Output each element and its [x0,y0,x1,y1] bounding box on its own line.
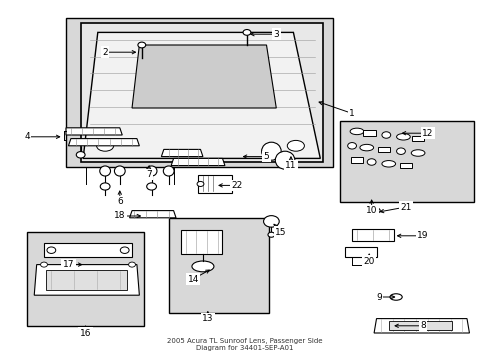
Polygon shape [34,265,139,295]
Ellipse shape [349,128,363,135]
Circle shape [120,247,129,253]
Circle shape [146,183,156,190]
Polygon shape [83,32,320,158]
Bar [46,270,127,290]
Ellipse shape [286,140,304,151]
Circle shape [267,232,274,237]
Text: 10: 10 [365,206,377,215]
Polygon shape [161,149,203,157]
Text: 13: 13 [202,314,213,323]
Ellipse shape [410,150,424,156]
Bar [198,175,232,193]
Polygon shape [171,158,224,166]
Ellipse shape [100,166,110,176]
Text: 9: 9 [375,292,381,302]
Text: 6: 6 [117,197,122,206]
Bar [350,157,363,163]
Ellipse shape [359,144,373,151]
Bar [339,121,473,202]
Bar [399,163,411,168]
Text: 16: 16 [80,328,91,338]
Circle shape [396,148,405,154]
Circle shape [263,216,279,227]
Polygon shape [68,139,139,146]
Bar [411,136,424,141]
Bar [351,229,393,241]
Circle shape [197,181,203,186]
Text: 20: 20 [363,256,374,265]
Text: 17: 17 [62,260,74,269]
Circle shape [41,262,47,267]
Text: 18: 18 [114,211,125,220]
Bar [44,243,132,257]
Polygon shape [132,45,276,108]
Ellipse shape [367,207,380,214]
Bar [168,218,268,313]
Polygon shape [66,128,122,135]
Circle shape [100,183,110,190]
Text: 7: 7 [146,170,152,179]
Ellipse shape [114,166,125,176]
Bar [388,321,451,330]
Text: 12: 12 [421,129,433,138]
Polygon shape [373,319,468,333]
Bar [66,18,332,167]
Text: 19: 19 [416,231,428,240]
Ellipse shape [163,166,174,176]
Text: 22: 22 [231,181,243,190]
Circle shape [76,152,85,158]
Text: 2: 2 [102,48,108,57]
Text: 8: 8 [419,321,425,330]
Ellipse shape [396,134,409,140]
Ellipse shape [191,261,214,272]
Bar [363,130,375,136]
Bar [377,147,389,152]
Circle shape [47,247,56,253]
Bar [27,232,144,326]
Text: 3: 3 [273,30,279,39]
Ellipse shape [275,151,294,169]
Text: 2005 Acura TL Sunroof Lens, Passenger Side
Diagram for 34401-SEP-A01: 2005 Acura TL Sunroof Lens, Passenger Si… [166,338,322,351]
Ellipse shape [146,166,157,176]
Text: 21: 21 [399,202,411,211]
Ellipse shape [389,294,401,300]
Polygon shape [81,23,322,162]
Text: 15: 15 [275,228,286,237]
Bar [181,230,222,254]
Circle shape [381,132,390,138]
Circle shape [366,159,375,165]
Text: 11: 11 [285,161,296,170]
Circle shape [347,143,356,149]
Text: 4: 4 [24,132,30,141]
Text: 5: 5 [263,152,269,161]
Ellipse shape [96,140,113,151]
Circle shape [128,262,135,267]
Circle shape [243,30,250,35]
Ellipse shape [381,161,395,167]
Ellipse shape [261,142,281,160]
Text: 1: 1 [348,109,354,118]
Text: 14: 14 [187,274,199,284]
Polygon shape [129,211,176,218]
Bar [344,247,376,257]
Circle shape [138,42,145,48]
